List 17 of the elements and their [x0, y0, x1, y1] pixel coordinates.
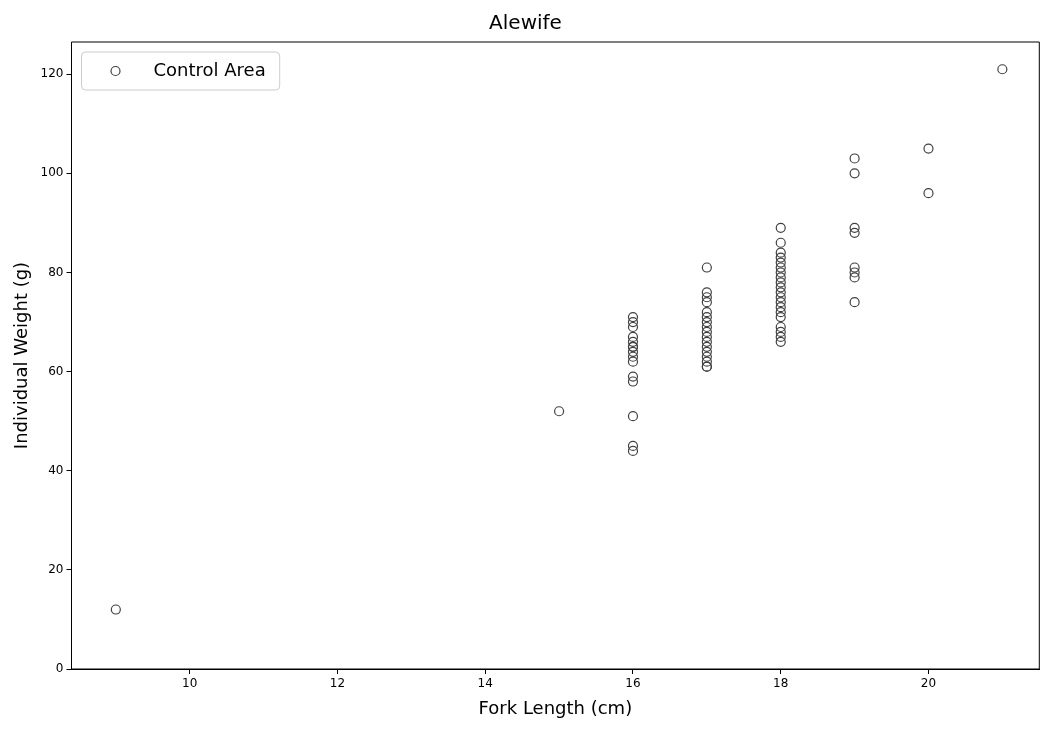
x-tick-label: 18 — [773, 676, 789, 691]
y-tick-label: 80 — [48, 264, 64, 279]
legend-label: Control Area — [153, 58, 266, 80]
y-axis-title: Individual Weight (g) — [10, 261, 32, 450]
x-axis-title: Fork Length (cm) — [478, 696, 633, 718]
y-tick-label: 60 — [48, 363, 64, 378]
y-tick-label: 20 — [48, 561, 64, 576]
x-tick-label: 14 — [477, 676, 493, 691]
y-tick-label: 40 — [48, 462, 64, 477]
x-tick-label: 20 — [920, 676, 937, 691]
y-tick-label: 0 — [55, 661, 64, 676]
chart-title: Alewife — [489, 10, 562, 35]
x-tick-label: 10 — [182, 676, 198, 691]
x-tick-label: 12 — [329, 676, 346, 691]
y-tick-label: 100 — [40, 165, 64, 180]
x-tick-label: 16 — [625, 676, 641, 691]
y-tick-label: 120 — [40, 66, 64, 81]
